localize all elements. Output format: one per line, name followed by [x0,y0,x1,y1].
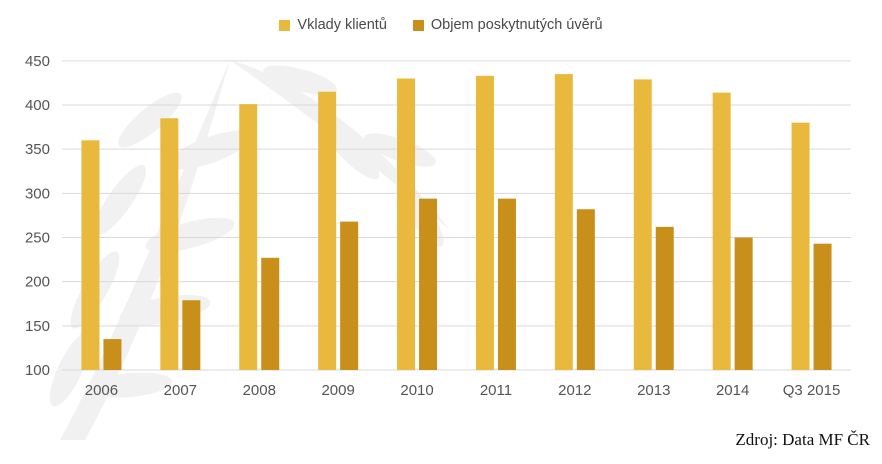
bar-deposits [554,74,573,370]
y-tick-label: 250 [25,230,50,247]
bar-deposits [712,92,731,370]
x-tick-label: 2006 [85,382,118,399]
bar-loans [734,237,753,370]
bar-deposits [633,79,652,370]
bar-deposits [475,75,494,370]
y-tick-label: 200 [25,274,50,291]
bar-loans [340,221,359,370]
legend-item-loans: Objem poskytnutých úvěrů [412,17,603,33]
x-tick-label: 2013 [637,382,670,399]
bar-loans [103,339,122,370]
bar-loans [576,209,595,370]
bar-loans [497,198,516,370]
bar-loans [419,198,438,370]
legend-label-loans: Objem poskytnutých úvěrů [430,17,603,33]
bar-loans [261,257,280,370]
y-tick-label: 450 [25,53,50,70]
bar-deposits [81,140,100,370]
bar-deposits [791,122,810,371]
x-tick-label: 2012 [558,382,591,399]
y-tick-label: 150 [25,318,50,335]
x-tick-label: Q3 2015 [783,382,841,399]
legend-label-deposits: Vklady klientů [297,17,387,33]
x-tick-label: 2008 [243,382,276,399]
bar-loans [813,243,832,370]
y-tick-label: 100 [25,362,50,379]
x-tick-label: 2007 [164,382,197,399]
x-tick-label: 2010 [400,382,433,399]
chart-legend: Vklady klientů Objem poskytnutých úvěrů [0,14,882,36]
bar-deposits [239,104,258,370]
y-tick-label: 400 [25,97,50,114]
legend-swatch-deposits [279,19,291,31]
bar-deposits [397,78,416,370]
x-tick-label: 2014 [716,382,749,399]
bar-deposits [318,91,337,370]
x-tick-label: 2009 [321,382,354,399]
legend-swatch-loans [412,19,424,31]
bar-deposits [160,118,179,370]
bar-loans [655,226,674,370]
legend-item-deposits: Vklady klientů [279,17,387,33]
y-tick-label: 300 [25,185,50,202]
x-tick-label: 2011 [480,382,512,399]
bar-loans [182,300,201,370]
source-note: Zdroj: Data MF ČR [735,430,870,449]
y-tick-label: 350 [25,141,50,158]
